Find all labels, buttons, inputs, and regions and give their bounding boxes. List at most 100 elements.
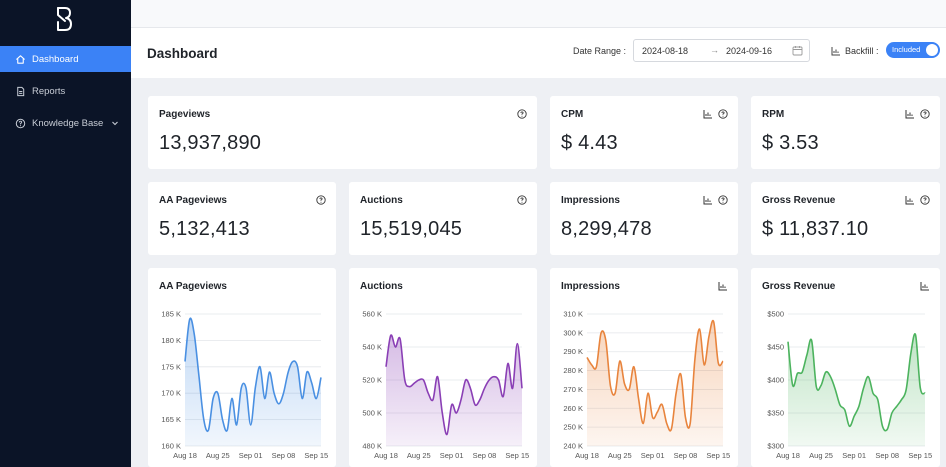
x-tick-label: Aug 18: [575, 451, 599, 460]
calendar-icon[interactable]: [792, 45, 803, 56]
area-fill: [185, 318, 321, 446]
help-circle-icon[interactable]: [316, 195, 326, 205]
card-title: Pageviews: [159, 109, 211, 120]
help-circle-icon[interactable]: [920, 109, 930, 119]
chart-title: Auctions: [360, 281, 403, 292]
x-tick-label: Aug 25: [206, 451, 230, 460]
x-tick-label: Sep 01: [440, 451, 464, 460]
y-tick-label: 180 K: [161, 336, 181, 345]
impressions-card: Impressions 8,299,478: [550, 182, 738, 255]
bar-chart-icon[interactable]: [905, 195, 915, 205]
card-title: RPM: [762, 109, 785, 120]
x-tick-label: Sep 15: [908, 451, 932, 460]
y-tick-label: 270 K: [563, 385, 583, 394]
x-tick-label: Sep 15: [304, 451, 328, 460]
y-tick-label: 170 K: [161, 389, 181, 398]
bar-chart-icon[interactable]: [703, 195, 713, 205]
help-circle-icon[interactable]: [517, 109, 527, 119]
brand-logo-icon[interactable]: [53, 5, 75, 33]
home-icon: [14, 53, 26, 65]
chevron-down-icon[interactable]: [111, 119, 119, 127]
y-tick-label: 500 K: [362, 409, 382, 418]
card-title: Auctions: [360, 195, 403, 206]
x-tick-label: Sep 15: [505, 451, 529, 460]
help-circle-icon[interactable]: [517, 195, 527, 205]
document-icon: [14, 85, 26, 97]
x-tick-label: Aug 25: [809, 451, 833, 460]
backfill-toggle[interactable]: Included: [886, 42, 940, 58]
date-range-picker[interactable]: 2024-08-18 → 2024-09-16: [633, 39, 810, 62]
end-date-input[interactable]: 2024-09-16: [726, 46, 773, 56]
backfill-label: Backfill :: [845, 46, 879, 56]
x-tick-label: Sep 01: [842, 451, 866, 460]
card-value: 8,299,478: [561, 218, 652, 240]
chart-title: Impressions: [561, 281, 620, 292]
y-tick-label: $350: [767, 409, 784, 418]
aa-pageviews-chart: 160 K 165 K 170 K 175 K 180 K 185 K Aug 18 Aug …: [161, 310, 328, 461]
series-line: [586, 319, 724, 432]
help-circle-icon[interactable]: [718, 195, 728, 205]
pageviews-card: Pageviews 13,937,890: [148, 96, 537, 169]
area-fill: [587, 320, 723, 446]
x-tick-label: Sep 08: [272, 451, 296, 460]
y-tick-label: 160 K: [161, 442, 181, 451]
y-tick-label: 175 K: [161, 362, 181, 371]
gross-revenue-chart: $300 $350 $400 $450 $500 Aug 18 Aug 25 Sep 01 Se…: [767, 310, 932, 461]
bar-chart-icon[interactable]: [703, 109, 713, 119]
sidebar-item-reports[interactable]: Reports: [0, 78, 131, 104]
y-tick-label: $300: [767, 442, 784, 451]
series-line: [385, 334, 523, 436]
y-tick-label: 520 K: [362, 376, 382, 385]
top-strip: [131, 0, 946, 28]
series-line: [787, 333, 926, 432]
help-circle-icon[interactable]: [718, 109, 728, 119]
impressions-chart-card: Impressions 240 K 250 K 260 K 270 K 280 K 290…: [550, 268, 738, 467]
x-tick-label: Aug 18: [776, 451, 800, 460]
bar-chart-icon[interactable]: [718, 281, 728, 291]
card-value: 15,519,045: [360, 218, 463, 240]
chart-title: Gross Revenue: [762, 281, 836, 292]
y-tick-label: 185 K: [161, 310, 181, 319]
sidebar-item-knowledge-base[interactable]: Knowledge Base: [0, 110, 131, 136]
card-title: Impressions: [561, 195, 620, 206]
auctions-chart: 480 K 500 K 520 K 540 K 560 K Aug 18 Aug 25 Sep…: [362, 310, 529, 461]
start-date-input[interactable]: 2024-08-18: [642, 46, 689, 56]
x-tick-label: Aug 25: [608, 451, 632, 460]
sidebar-item-dashboard[interactable]: Dashboard: [0, 46, 131, 72]
area-fill: [386, 335, 522, 446]
x-tick-label: Aug 18: [173, 451, 197, 460]
card-value: 13,937,890: [159, 132, 262, 154]
y-tick-label: 540 K: [362, 343, 382, 352]
bar-chart-icon[interactable]: [920, 281, 930, 291]
x-tick-label: Aug 18: [374, 451, 398, 460]
page-header: Dashboard Date Range : 2024-08-18 → 2024…: [131, 28, 946, 78]
series-line: [184, 317, 322, 433]
x-tick-label: Sep 08: [473, 451, 497, 460]
chart-title: AA Pageviews: [159, 281, 227, 292]
y-tick-label: 240 K: [563, 442, 583, 451]
x-tick-label: Sep 08: [875, 451, 899, 460]
gross-revenue-card: Gross Revenue $ 11,837.10: [751, 182, 940, 255]
sidebar: Dashboard Reports Knowledge Base: [0, 0, 131, 467]
y-tick-label: 280 K: [563, 366, 583, 375]
x-tick-label: Sep 01: [239, 451, 263, 460]
auctions-card: Auctions 15,519,045: [349, 182, 537, 255]
y-tick-label: $450: [767, 343, 784, 352]
card-value: $ 4.43: [561, 132, 618, 154]
card-value: $ 3.53: [762, 132, 819, 154]
cpm-card: CPM $ 4.43: [550, 96, 738, 169]
page-title: Dashboard: [147, 46, 218, 61]
y-tick-label: 250 K: [563, 423, 583, 432]
rpm-card: RPM $ 3.53: [751, 96, 940, 169]
y-tick-label: 165 K: [161, 415, 181, 424]
help-circle-icon: [14, 117, 26, 129]
impressions-chart: 240 K 250 K 260 K 270 K 280 K 290 K 300 K 310 K…: [563, 310, 730, 461]
x-tick-label: Sep 15: [706, 451, 730, 460]
bar-chart-icon[interactable]: [905, 109, 915, 119]
y-tick-label: 310 K: [563, 310, 583, 319]
y-tick-label: $500: [767, 310, 784, 319]
gross-revenue-chart-card: Gross Revenue $300 $350 $400 $450 $500 Aug 18…: [751, 268, 940, 467]
help-circle-icon[interactable]: [920, 195, 930, 205]
toggle-knob: [926, 44, 938, 56]
x-tick-label: Sep 01: [641, 451, 665, 460]
